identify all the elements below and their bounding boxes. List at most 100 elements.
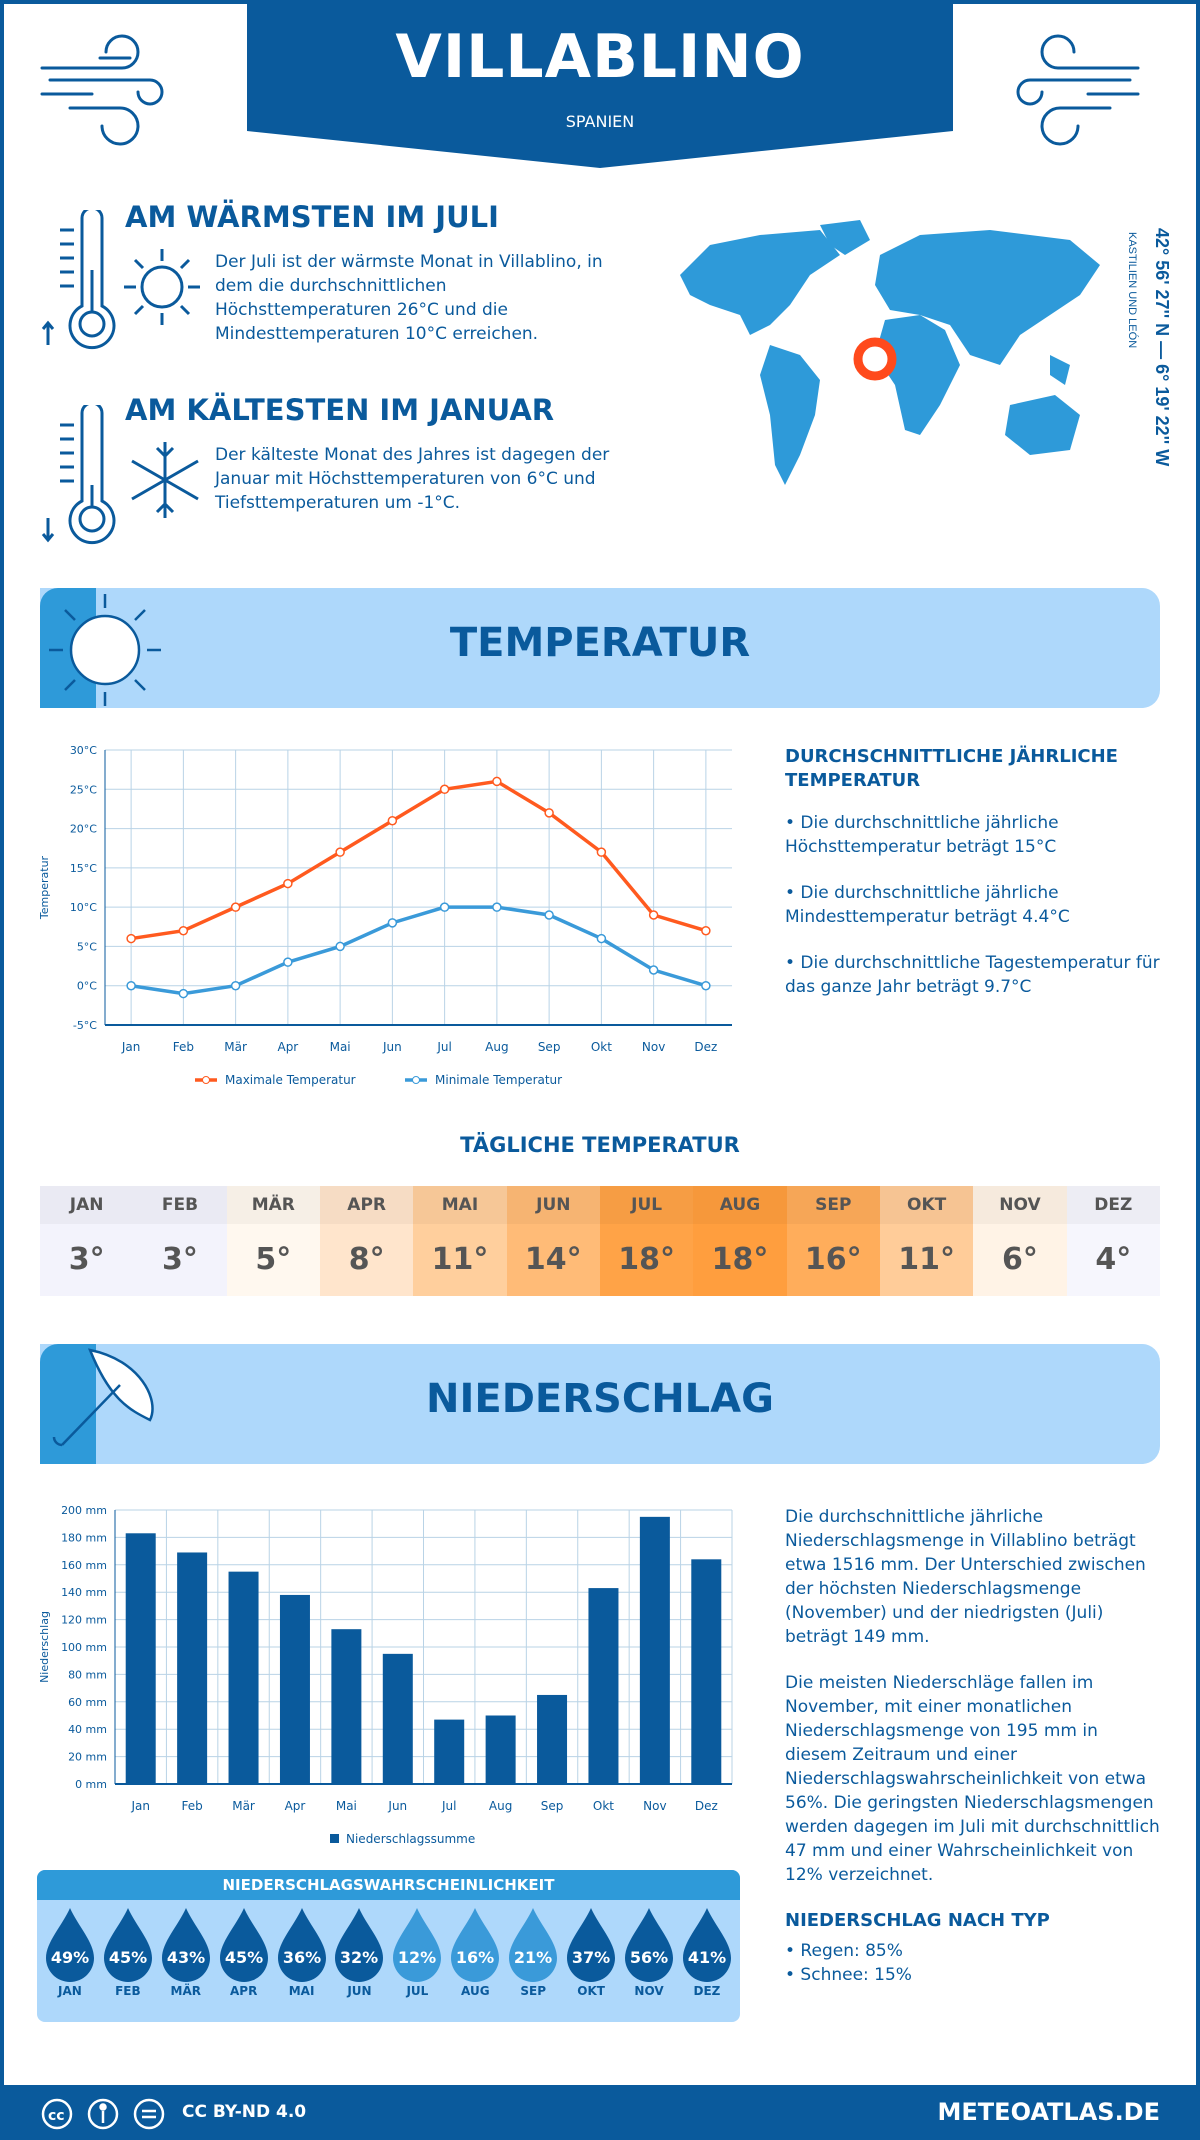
series-line	[130, 779, 707, 941]
data-point	[544, 910, 554, 920]
bullet-min: • Die durchschnittliche jährliche Mindes…	[785, 883, 1070, 927]
raindrop-icon: 45%	[219, 1908, 268, 1982]
data-point	[648, 965, 659, 975]
data-point	[283, 878, 293, 889]
probability-drop: 49% JAN	[43, 1906, 97, 1998]
raindrop-icon: 45%	[103, 1908, 152, 1982]
data-point	[126, 933, 136, 944]
data-point	[178, 925, 189, 936]
month-label: JUN	[347, 1984, 372, 1998]
y-tick-label: 160 mm	[61, 1559, 107, 1572]
probability-value: 56%	[630, 1948, 668, 1967]
header-banner	[247, 0, 953, 168]
data-point	[230, 980, 241, 991]
x-tick-label: Mai	[330, 1040, 351, 1054]
temp-value: 3°	[162, 1242, 198, 1277]
x-tick-label: Nov	[642, 1040, 665, 1054]
data-point	[439, 784, 450, 795]
umbrella-icon	[52, 1348, 154, 1447]
legend-label: Niederschlagssumme	[346, 1832, 475, 1846]
month-label: OKT	[577, 1984, 605, 1998]
annual-temp-heading: DURCHSCHNITTLICHE JÄHRLICHE TEMPERATUR	[785, 746, 1118, 791]
month-label: JUL	[600, 1186, 693, 1224]
precip-probability-panel: NIEDERSCHLAGSWAHRSCHEINLICHKEIT 49% JAN 45…	[37, 1870, 740, 2022]
x-tick-label: Feb	[182, 1799, 203, 1813]
daily-temp-cell: APR 8°	[319, 1186, 414, 1296]
y-tick-label: 80 mm	[68, 1668, 107, 1681]
bar	[691, 1559, 722, 1784]
temp-value: 16°	[804, 1242, 862, 1277]
data-point	[492, 902, 502, 912]
x-tick-label: Jan	[130, 1799, 150, 1813]
daily-temp-cell: JUN 14°	[506, 1186, 600, 1296]
daily-temp-cell: DEZ 4°	[1066, 1186, 1160, 1296]
y-tick-label: 60 mm	[68, 1696, 107, 1709]
temp-value: 5°	[255, 1242, 292, 1277]
data-point	[178, 988, 189, 999]
bar	[228, 1571, 259, 1784]
bar	[588, 1588, 619, 1784]
precip-type-heading: NIEDERSCHLAG NACH TYP	[785, 1910, 1050, 1931]
site-link[interactable]: METEOATLAS.DE	[937, 2098, 1160, 2126]
legend-marker	[412, 1076, 420, 1084]
y-tick-label: 100 mm	[61, 1641, 107, 1654]
temp-value: 18°	[711, 1242, 769, 1277]
month-label: JAN	[40, 1186, 133, 1224]
precipitation-title: NIEDERSCHLAG	[426, 1376, 774, 1422]
bar	[331, 1629, 362, 1784]
y-tick-label: 25°C	[70, 783, 97, 796]
y-tick-label: 0 mm	[75, 1778, 107, 1791]
daily-temp-cell: NOV 6°	[973, 1186, 1067, 1296]
warmest-text: Der Juli ist der wärmste Monat in Villab…	[215, 252, 603, 344]
temp-value: 6°	[1002, 1242, 1038, 1277]
probability-value: 21%	[514, 1948, 552, 1967]
probability-drop: 16% AUG	[448, 1906, 502, 1998]
legend-label: Maximale Temperatur	[225, 1073, 356, 1087]
banner-accent	[40, 1344, 96, 1464]
city-title: VILLABLINO	[395, 22, 805, 92]
temperature-banner	[40, 588, 1160, 708]
month-label: FEB	[115, 1984, 141, 1998]
location-pin-icon	[853, 337, 897, 381]
month-label: NOV	[634, 1984, 664, 1998]
temperature-title: TEMPERATUR	[449, 620, 751, 666]
probability-drop: 43% MÄR	[159, 1906, 213, 1998]
data-point	[387, 815, 398, 826]
bar	[434, 1719, 465, 1784]
month-label: AUG	[693, 1186, 786, 1224]
y-axis-label: Niederschlag	[38, 1611, 51, 1683]
probability-value: 45%	[225, 1948, 263, 1967]
probability-value: 49%	[51, 1948, 89, 1967]
x-tick-label: Apr	[285, 1799, 306, 1813]
month-label: MÄR	[227, 1186, 320, 1224]
y-tick-label: 15°C	[70, 862, 97, 875]
raindrop-icon: 12%	[393, 1908, 442, 1982]
probability-drop: 41% DEZ	[680, 1906, 734, 1998]
daily-temp-cell: MAI 11°	[413, 1186, 507, 1296]
legend-marker	[202, 1076, 210, 1084]
month-label: FEB	[133, 1186, 226, 1224]
bar	[485, 1715, 516, 1784]
month-label: JUN	[507, 1186, 600, 1224]
x-tick-label: Sep	[541, 1799, 564, 1813]
type-snow: • Schnee: 15%	[785, 1965, 912, 1985]
x-tick-label: Jun	[387, 1799, 407, 1813]
data-point	[283, 957, 293, 967]
temp-value: 11°	[431, 1242, 489, 1277]
probability-value: 45%	[109, 1948, 147, 1967]
type-rain: • Regen: 85%	[785, 1941, 903, 1961]
x-tick-label: Apr	[277, 1040, 298, 1054]
probability-drop: 12% JUL	[390, 1906, 444, 1998]
coldest-heading: AM KÄLTESTEN IM JANUAR	[125, 393, 555, 427]
x-tick-label: Mär	[224, 1040, 247, 1054]
license-label: CC BY-ND 4.0	[182, 2102, 307, 2122]
month-label: OKT	[880, 1186, 973, 1224]
x-tick-label: Sep	[538, 1040, 561, 1054]
precipitation-banner	[40, 1344, 1160, 1464]
probability-drop: 36% MAI	[275, 1906, 329, 1998]
sun-icon	[124, 249, 200, 325]
bar	[382, 1653, 413, 1784]
y-tick-label: -5°C	[73, 1019, 97, 1032]
bullet-max: • Die durchschnittliche jährliche Höchst…	[785, 813, 1059, 857]
precip-text-2: Die meisten Niederschläge fallen im Nove…	[785, 1673, 1160, 1885]
